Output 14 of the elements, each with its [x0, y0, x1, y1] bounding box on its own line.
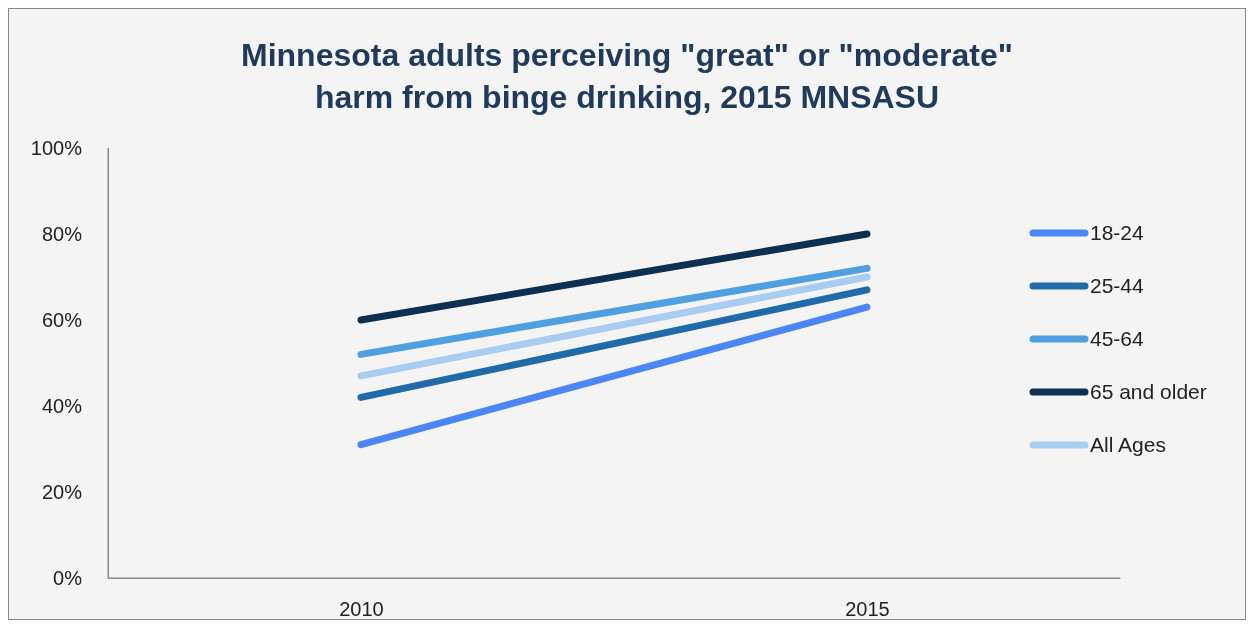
chart-title: Minnesota adults perceiving "great" or "moderate" harm from binge drinking, 2015 MNSASU [241, 37, 1013, 115]
legend-label: 45-64 [1090, 327, 1145, 351]
y-tick-label: 60% [41, 308, 83, 331]
y-tick-label: 20% [41, 480, 83, 503]
y-tick-label: 40% [41, 394, 83, 417]
y-tick-label: 100% [30, 136, 83, 159]
legend-label: 25-44 [1090, 274, 1145, 298]
x-tick-label: 2010 [339, 598, 384, 621]
y-tick-label: 0% [53, 566, 83, 589]
legend-label: 18-24 [1090, 221, 1145, 245]
legend-label: 65 and older [1090, 380, 1207, 404]
x-tick-label: 2015 [845, 598, 890, 621]
y-tick-label: 80% [41, 222, 83, 245]
legend-label: All Ages [1090, 433, 1166, 457]
